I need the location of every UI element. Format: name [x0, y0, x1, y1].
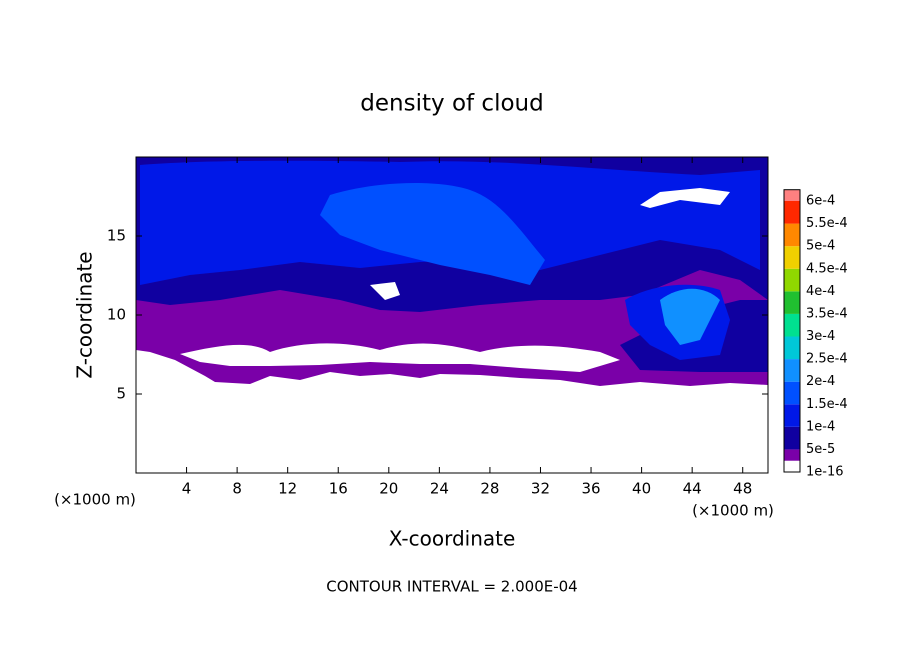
y-tick-label: 10 — [107, 306, 126, 324]
x-tick-label: 24 — [430, 480, 449, 498]
x-tick-label: 20 — [379, 480, 398, 498]
colorbar-label: 5e-5 — [806, 442, 835, 457]
colorbar-label: 4.5e-4 — [806, 261, 848, 276]
colorbar-frame — [783, 189, 801, 473]
x-tick-label: 16 — [329, 480, 348, 498]
y-axis-title: Z-coordinate — [73, 251, 97, 378]
light-blue-region — [320, 183, 545, 285]
x-tick-label: 32 — [531, 480, 550, 498]
colorbar-swatch — [784, 189, 800, 201]
colorbar-swatch — [784, 246, 800, 269]
light-blue-blob — [660, 288, 720, 345]
x-tick-label: 36 — [581, 480, 600, 498]
colorbar-swatch — [784, 359, 800, 382]
x-tick-label: 48 — [733, 480, 752, 498]
colorbar-label: 4e-4 — [806, 284, 835, 299]
colorbar-swatch — [784, 426, 800, 450]
chart-title: density of cloud — [360, 91, 543, 117]
colorbar-swatch — [784, 449, 800, 461]
colorbar-swatch — [784, 291, 800, 314]
x-tick-label: 40 — [632, 480, 651, 498]
colorbar-swatch — [784, 313, 800, 337]
x-tick-label: 44 — [683, 480, 702, 498]
colorbar-label: 6e-4 — [806, 194, 835, 209]
colorbar-swatch — [784, 404, 800, 427]
white-patch — [370, 282, 400, 300]
x-tick-label: 28 — [480, 480, 499, 498]
y-tick-label: 15 — [107, 227, 126, 245]
colorbar-swatch — [784, 336, 800, 360]
colorbar-label: 2.5e-4 — [806, 352, 848, 367]
colorbar-label: 1.5e-4 — [806, 397, 848, 412]
y-tick-label: 5 — [116, 385, 126, 403]
y-unit-label: (×1000 m) — [54, 491, 136, 509]
white-patch — [180, 343, 620, 372]
x-tick-label: 8 — [232, 480, 242, 498]
colorbar-swatch — [784, 268, 800, 292]
colorbar-label: 5.5e-4 — [806, 216, 848, 231]
white-patch — [640, 188, 730, 208]
footer-note: CONTOUR INTERVAL = 2.000E-04 — [326, 578, 577, 596]
colorbar-label: 3.5e-4 — [806, 306, 848, 321]
colorbar-swatch — [784, 201, 800, 224]
x-axis-title: X-coordinate — [389, 527, 516, 551]
colorbar-label: 1e-4 — [806, 419, 835, 434]
colorbar-swatch — [784, 223, 800, 247]
contour-field — [136, 157, 768, 473]
colorbar-label: 1e-16 — [806, 465, 844, 480]
colorbar-label: 5e-4 — [806, 239, 835, 254]
colorbar-swatch — [784, 381, 800, 405]
colorbar-label: 3e-4 — [806, 329, 835, 344]
colorbar-label: 2e-4 — [806, 374, 835, 389]
x-tick-label: 12 — [278, 480, 297, 498]
x-tick-label: 4 — [182, 480, 192, 498]
x-unit-label: (×1000 m) — [692, 502, 774, 520]
